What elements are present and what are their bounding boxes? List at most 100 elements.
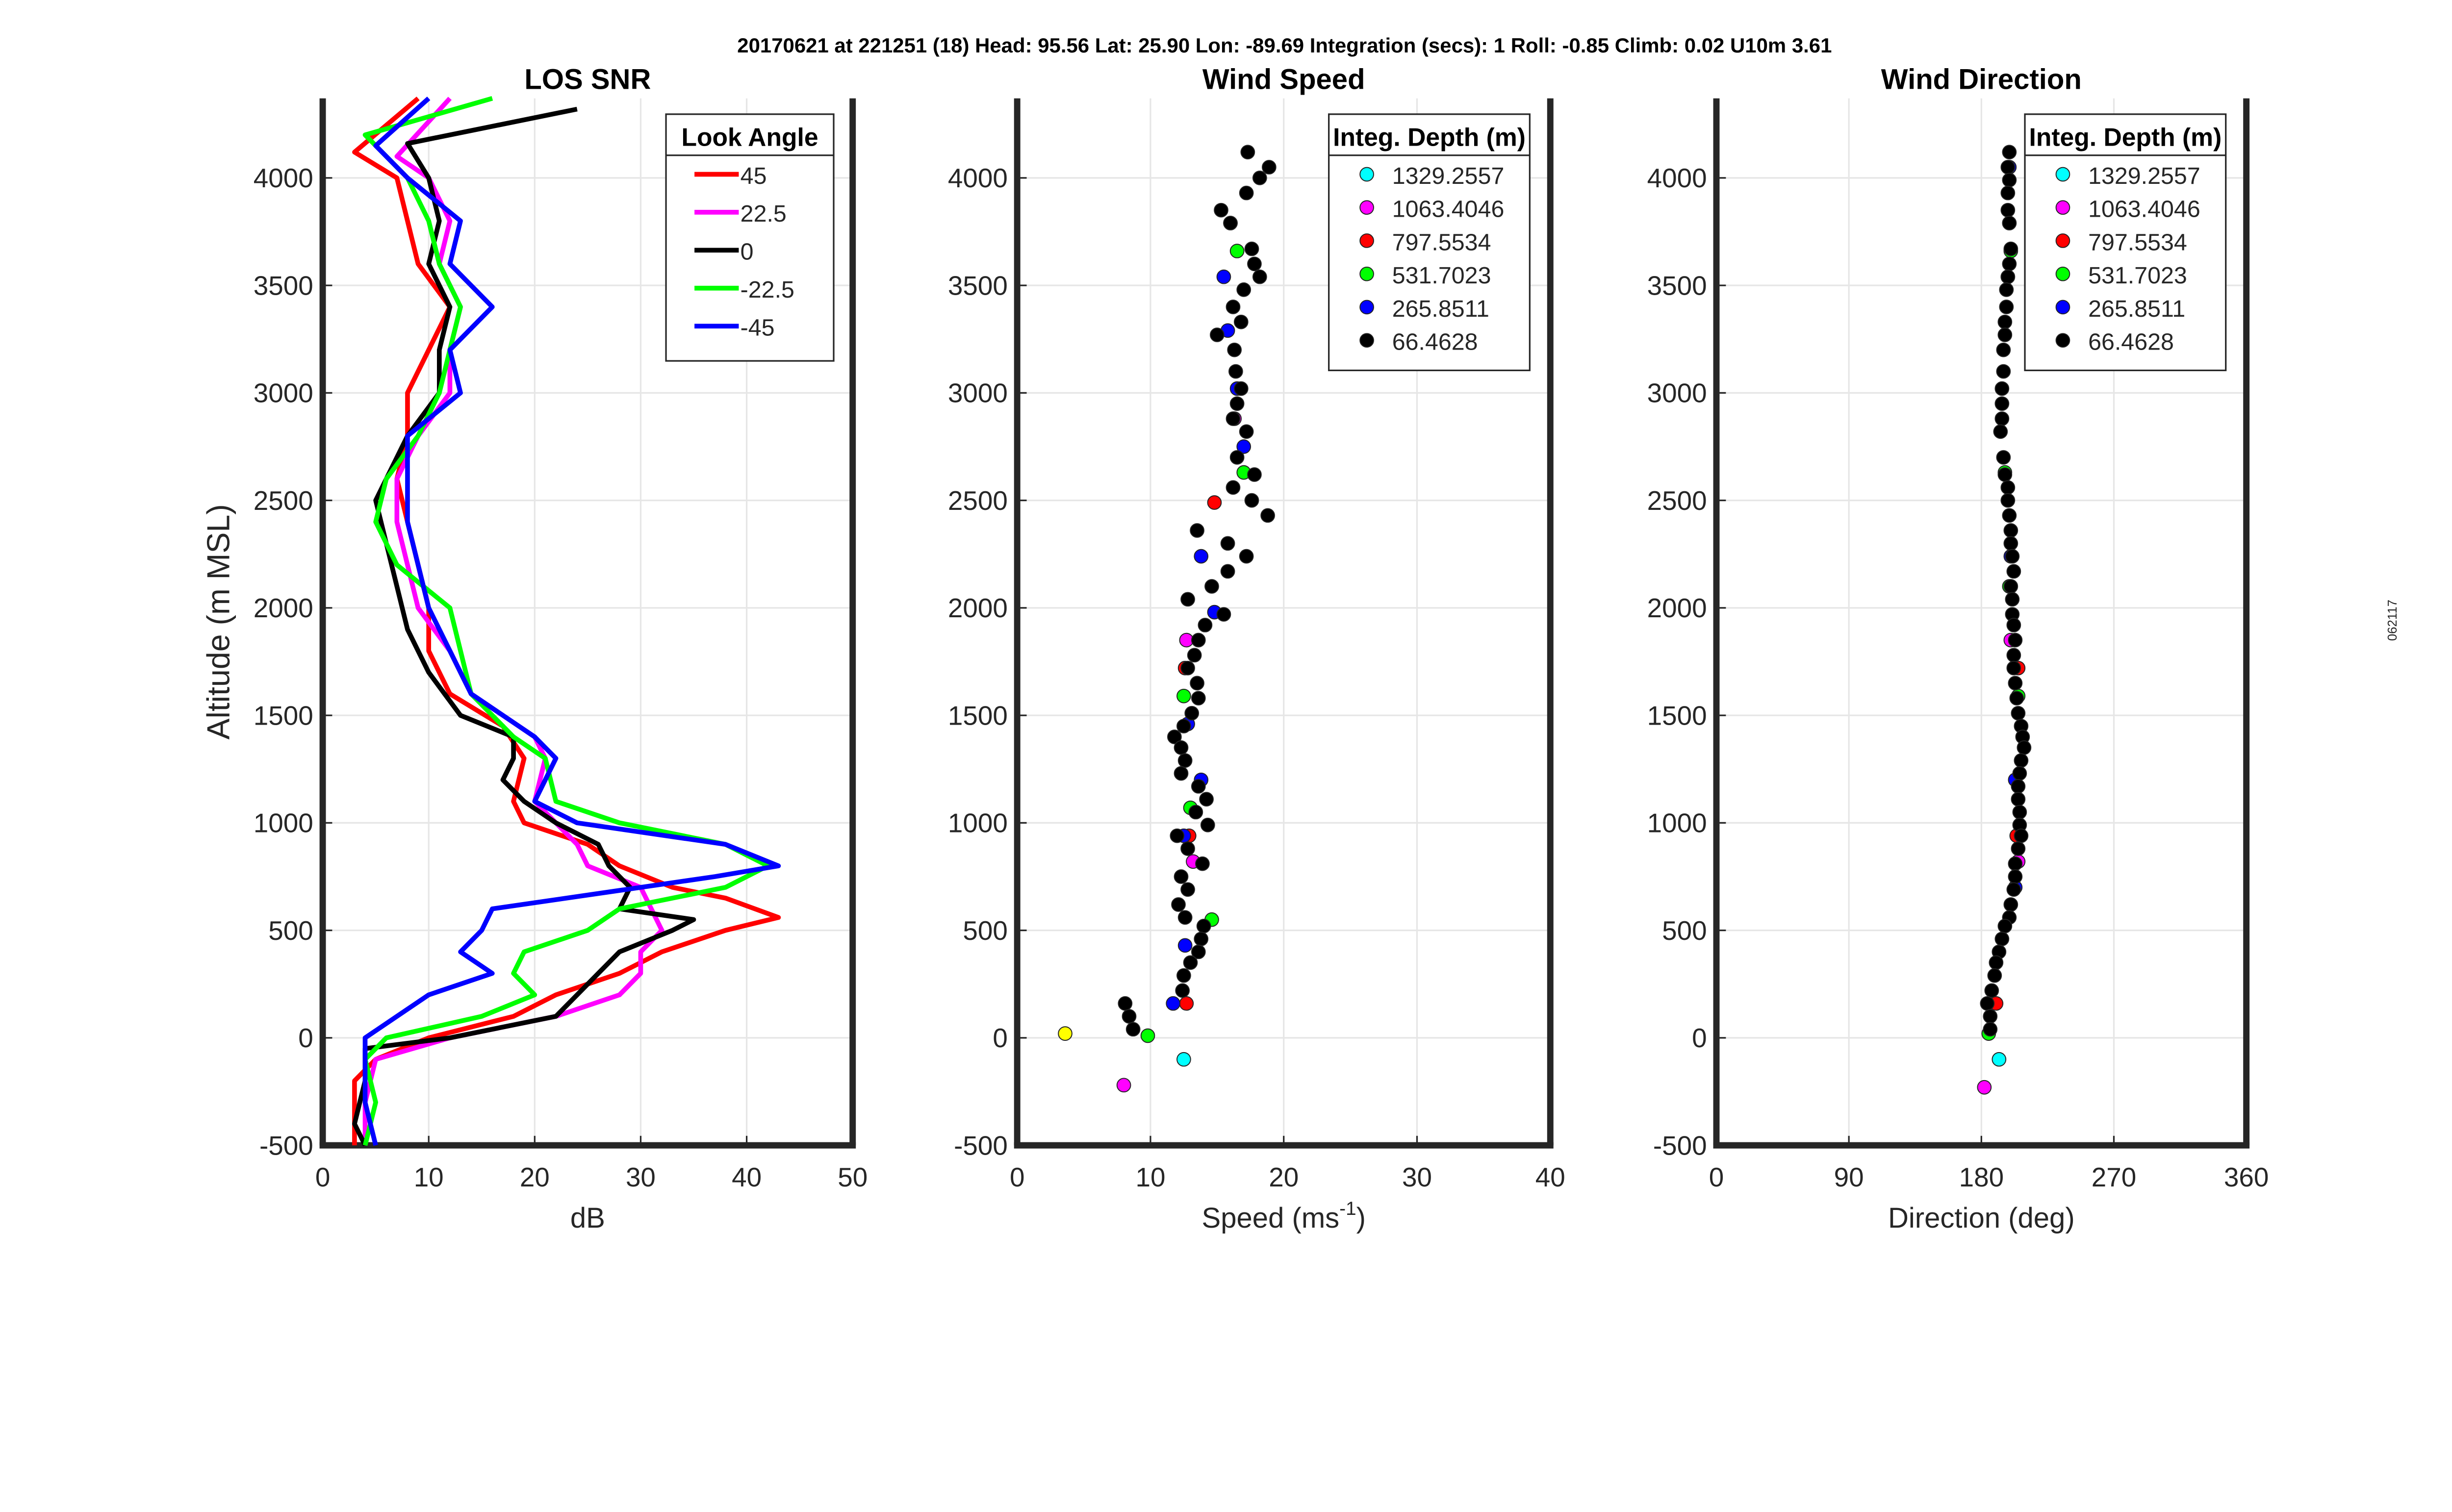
data-point-66.4628 (1994, 381, 2010, 396)
data-point-66.4628 (1191, 691, 1206, 706)
data-point-66.4628 (2002, 216, 2017, 230)
data-point-66.4628 (1252, 171, 1267, 185)
data-point-66.4628 (1216, 607, 1231, 622)
x-tick-label: 20 (1269, 1162, 1299, 1192)
legend-marker (1359, 300, 1374, 315)
data-point-66.4628 (1247, 467, 1262, 482)
data-point-66.4628 (1190, 676, 1204, 691)
data-point-66.4628 (1244, 241, 1259, 256)
y-tick-label: 2000 (254, 593, 313, 623)
x-tick-label: 0 (1709, 1162, 1724, 1192)
data-point-66.4628 (1167, 730, 1182, 744)
data-point-66.4628 (1180, 882, 1195, 897)
x-axis-label: dB (570, 1202, 605, 1234)
data-point-66.4628 (1176, 968, 1191, 983)
legend-marker (1359, 266, 1374, 281)
legend-marker (2055, 300, 2070, 315)
y-tick-label: 3500 (254, 270, 313, 301)
data-point-66.4628 (2006, 648, 2021, 663)
x-tick-label: 0 (315, 1162, 331, 1192)
data-point-797.5534 (1207, 495, 1222, 510)
data-point-66.4628 (1184, 706, 1200, 721)
y-tick-label: 1500 (1647, 700, 1707, 731)
data-point-66.4628 (1239, 185, 1254, 201)
data-point-66.4628 (2002, 173, 2017, 188)
data-point-1063.4046 (1116, 1078, 1131, 1093)
x-tick-label: 40 (732, 1162, 762, 1192)
data-point-66.4628 (1226, 300, 1241, 314)
data-point-66.4628 (1233, 381, 1249, 396)
data-point-66.4628 (2000, 185, 2016, 201)
series-line--22.5 (362, 96, 770, 1146)
x-tick-label: 10 (414, 1162, 444, 1192)
data-point-66.4628 (2000, 202, 2016, 218)
data-point-66.4628 (1183, 955, 1198, 970)
x-tick-label: 10 (1135, 1162, 1165, 1192)
legend-label: 45 (741, 163, 767, 189)
data-point-66.4628 (1247, 256, 1262, 272)
legend-title: Look Angle (681, 123, 818, 151)
data-point-66.4628 (1194, 932, 1209, 947)
y-tick-label: -500 (1653, 1130, 1707, 1160)
data-point-265.8511 (1194, 549, 1209, 564)
data-point-66.4628 (1220, 536, 1235, 551)
legend-label: 66.4628 (1392, 329, 1478, 355)
legend-label: 265.8511 (1392, 296, 1489, 322)
y-tick-label: 3000 (1647, 378, 1707, 408)
legend-label: -22.5 (741, 277, 794, 303)
data-point-531.7023 (1176, 688, 1191, 704)
data-point-66.4628 (1177, 753, 1193, 768)
data-point-66.4628 (1229, 450, 1245, 465)
legend-marker (2055, 266, 2070, 281)
y-axis-label: Altitude (m MSL) (201, 504, 236, 739)
data-point-66.4628 (1191, 632, 1206, 648)
data-point-66.4628 (1214, 202, 1228, 218)
y-tick-label: 1500 (948, 700, 1008, 731)
panel-wind-speed: 0 10 20 30 40-500050010001500200025003000350… (948, 63, 1565, 1234)
y-tick-label: 3000 (254, 378, 313, 408)
data-point-66.4628 (1983, 1009, 1998, 1024)
legend-marker (1359, 200, 1374, 215)
x-tick-label: 90 (1834, 1162, 1864, 1192)
data-point-66.4628 (1122, 1009, 1137, 1024)
legend-box (1328, 113, 1531, 372)
data-point-66.4628 (1180, 841, 1195, 856)
legend: Integ. Depth (m) 1329.2557 1063.4046 797.55… (2024, 113, 2227, 372)
data-point-66.4628 (1191, 779, 1206, 794)
data-point-66.4628 (2000, 160, 2016, 175)
y-tick-label: 4000 (948, 163, 1008, 193)
y-tick-label: 4000 (1647, 163, 1707, 193)
data-point-66.4628 (1997, 467, 2013, 482)
y-tick-label: 500 (963, 915, 1007, 946)
data-point-66.4628 (1229, 396, 1245, 411)
data-point-66.4628 (2006, 618, 2021, 632)
x-axis-label: Speed (ms-1) (1202, 1198, 1366, 1234)
x-tick-label: 30 (1402, 1162, 1432, 1192)
data-point-66.4628 (1125, 1022, 1141, 1037)
data-point-66.4628 (1226, 480, 1241, 495)
data-point-531.7023 (1140, 1028, 1155, 1043)
data-point-66.4628 (2014, 753, 2029, 768)
data-point-66.4628 (1997, 314, 2013, 329)
legend-label: 1063.4046 (1392, 196, 1505, 223)
data-point-66.4628 (2011, 841, 2026, 856)
data-point-66.4628 (1994, 932, 2010, 947)
data-point-66.4628 (1997, 919, 2013, 933)
data-point-66.4628 (1983, 1022, 1998, 1037)
data-point-66.4628 (1993, 424, 2008, 439)
data-point-66.4628 (2000, 480, 2016, 495)
legend-label: 265.8511 (2088, 296, 2185, 322)
data-point-66.4628 (2003, 579, 2018, 594)
data-point-66.4628 (2005, 592, 2020, 607)
data-point-66.4628 (1170, 828, 1185, 843)
panel-los-snr: 0 10 20 30 40 50-5000500100015002000250030003… (201, 63, 868, 1234)
y-tick-label: 3000 (948, 378, 1008, 408)
data-point-66.4628 (2005, 549, 2020, 564)
series-line-45 (352, 96, 781, 1146)
data-point-66.4628 (1989, 955, 2004, 970)
data-point-66.4628 (2006, 882, 2021, 897)
data-point-265.8511 (1177, 938, 1193, 953)
data-point-265.8511 (1216, 269, 1231, 284)
data-point-66.4628 (1996, 342, 2011, 357)
data-point-66.4628 (2014, 828, 2029, 843)
